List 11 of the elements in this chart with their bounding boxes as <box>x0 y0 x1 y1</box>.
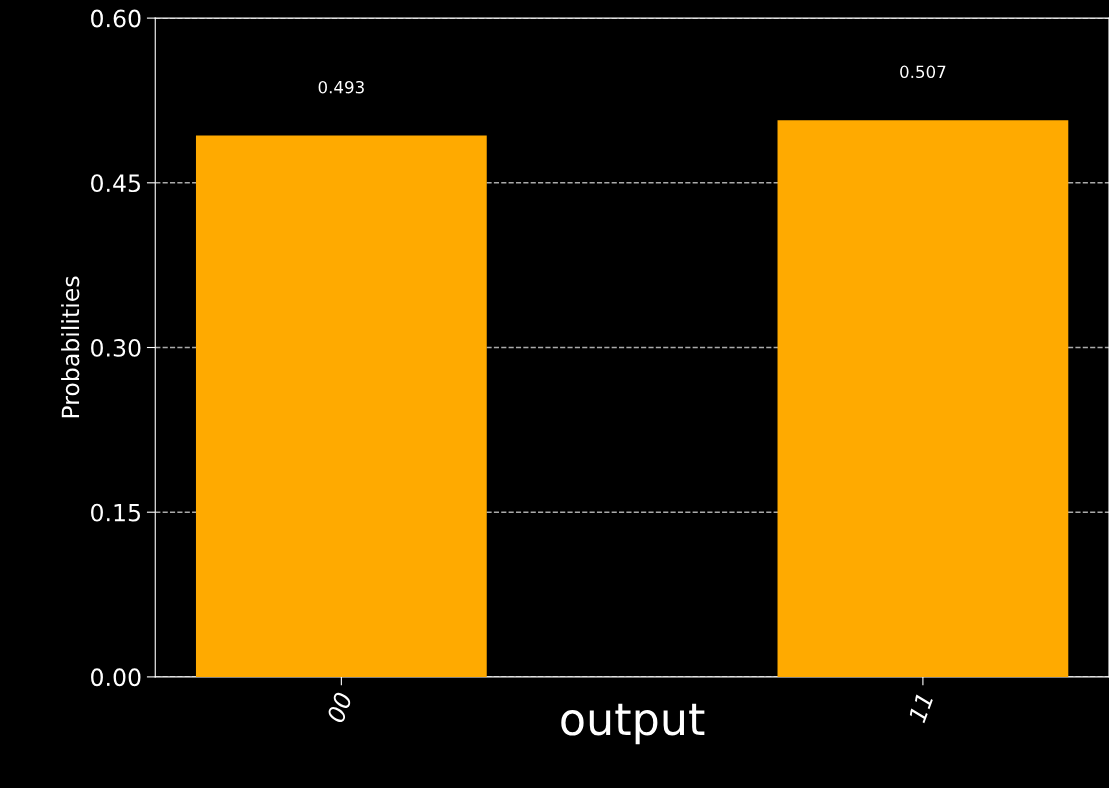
y-axis-title: Probabilities <box>61 276 80 418</box>
data-label: 0.507 <box>900 65 946 79</box>
y-tick-label: 0.60 <box>91 9 141 28</box>
y-tick-label: 0.00 <box>91 668 141 687</box>
y-tick-label: 0.15 <box>91 503 140 522</box>
x-tick-label: 00 <box>326 691 353 724</box>
data-label: 0.493 <box>318 80 364 94</box>
y-tick-label: 0.45 <box>91 174 140 193</box>
x-tick-label: 11 <box>908 693 933 724</box>
y-tick-label: 0.30 <box>91 338 141 357</box>
x-axis-title: output <box>561 703 705 745</box>
